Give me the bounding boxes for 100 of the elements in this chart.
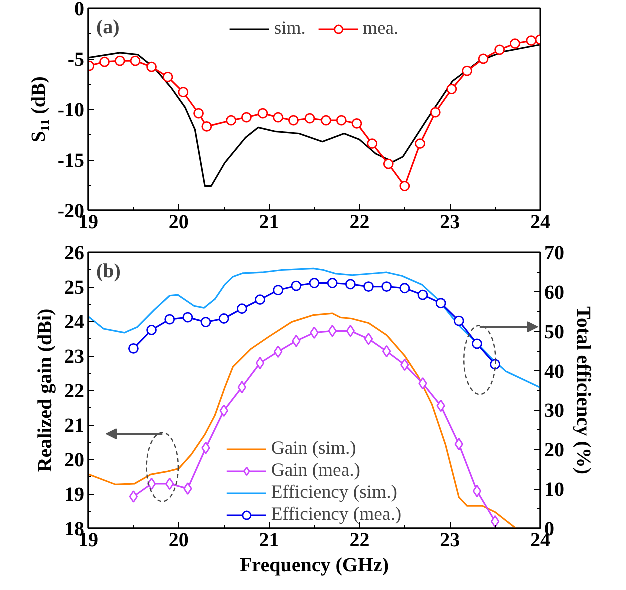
point [510,38,520,50]
point [273,285,284,296]
point [255,294,266,306]
point [258,108,268,119]
point [114,56,126,66]
point [178,87,189,98]
point [490,515,500,528]
y2-tick-label: 30 [544,400,564,422]
point [364,282,374,292]
point [454,438,464,451]
point [321,115,332,126]
x-tick-label: 23 [440,212,460,234]
annotation: (b) [96,260,121,282]
legend-label: mea. [362,18,399,40]
annotation: (a) [96,16,120,38]
point [218,314,230,324]
point [400,283,410,294]
y2-tick-label: 70 [544,242,564,264]
legend-label: Efficiency (mea.) [271,504,402,526]
point [364,332,374,346]
point [129,490,138,503]
y-tick-label: 21 [64,415,84,437]
y2-tick-label: 60 [544,282,564,304]
y2-axis-title: Total efficiency (%) [572,306,594,475]
x-tick-label: 20 [168,212,189,234]
y-tick-label: -10 [58,100,85,122]
legend-label: Gain (mea.) [271,460,360,482]
point [236,304,248,314]
point [165,478,174,490]
y-tick-label: -5 [68,49,85,71]
point [202,121,212,132]
y-tick-label: 0 [74,0,84,20]
point [162,72,174,82]
point [462,66,472,76]
legend-label: Efficiency (sim.) [271,482,398,504]
point [130,56,141,66]
point [226,115,237,126]
point [472,485,482,498]
point [147,478,156,490]
point [400,181,410,192]
point [273,112,284,123]
y-tick-label: 25 [64,277,84,299]
point [367,138,378,150]
y2-tick-label: 50 [544,321,564,344]
x-tick-label: 21 [259,530,280,552]
x-tick-label: 20 [168,530,189,552]
point [200,317,212,328]
y-tick-label: -15 [58,150,85,172]
y-axis-title: Realized gain (dBi) [34,308,56,472]
point [346,324,356,338]
point [194,108,204,119]
point [128,344,139,354]
point [242,112,252,123]
point [146,62,157,72]
point [291,280,302,292]
point [146,324,157,336]
point [336,115,347,126]
point [182,312,194,323]
y-tick-label: 23 [64,346,84,368]
point [418,290,428,300]
point [304,113,316,124]
x-tick-label: 23 [440,530,460,552]
point [352,118,362,129]
y-tick-label: 26 [64,242,84,264]
point [478,54,489,64]
point [238,381,247,394]
x-axis-title: Frequency (GHz) [240,554,390,576]
y-axis-title: S₁₁ (dB) [28,76,50,142]
point [164,314,176,325]
x-tick-label: 21 [259,212,280,234]
y-tick-label: 22 [64,380,84,402]
point [100,56,110,68]
y-tick-label: 24 [64,312,84,334]
point [383,158,394,170]
y2-tick-label: 10 [544,479,564,502]
point [345,279,356,290]
y-tick-label: 20 [64,450,84,472]
y2-tick-label: 20 [544,440,564,462]
x-tick-label: 22 [350,530,370,552]
point [454,316,464,326]
point [288,115,299,126]
legend-label: sim. [274,18,306,40]
point [382,282,392,292]
point [327,278,338,288]
y-tick-label: 19 [64,484,84,506]
point [526,36,537,46]
legend-label: Gain (sim.) [271,438,356,460]
x-tick-label: 24 [530,212,550,234]
point [472,338,482,350]
point [415,138,426,150]
point [494,44,506,56]
y2-tick-label: 40 [544,360,564,383]
point [382,345,392,358]
line-series [88,312,517,528]
point [430,107,441,118]
point [256,357,265,370]
point [274,346,283,358]
point [436,298,446,309]
x-tick-label: 22 [350,212,370,234]
point [446,84,458,94]
